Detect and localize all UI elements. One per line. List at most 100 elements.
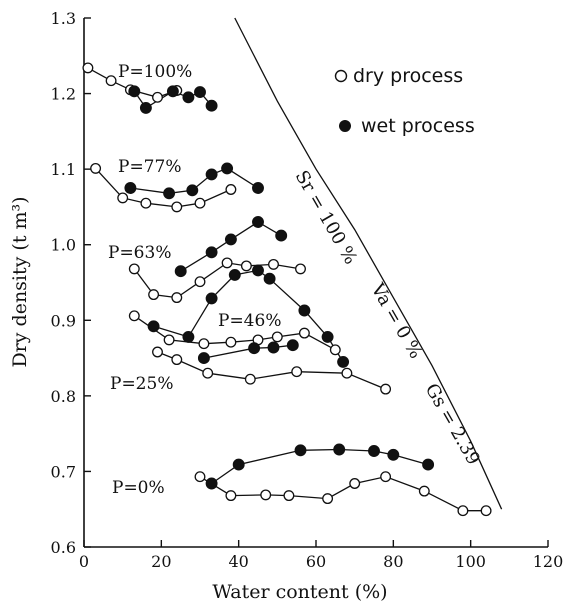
series-line-dry — [199, 476, 487, 512]
data-point-dry — [380, 471, 392, 483]
data-point-wet — [205, 168, 218, 181]
y-tick-label: 1.2 — [51, 85, 76, 104]
data-point-dry — [163, 334, 175, 346]
data-point-dry — [128, 310, 140, 322]
data-point-dry — [291, 366, 303, 378]
legend-dry-label: dry process — [353, 65, 463, 87]
data-point-wet — [252, 216, 264, 228]
y-tick-label: 0.9 — [51, 311, 76, 330]
x-axis-title: Water content (%) — [212, 581, 387, 603]
data-point-dry — [140, 197, 152, 209]
y-ticks: 0.6 0.7 0.8 0.9 1.0 1.1 1.2 1.3 — [51, 9, 91, 557]
data-point-dry — [171, 292, 183, 304]
data-point-dry — [225, 336, 237, 348]
data-point-wet — [252, 182, 264, 194]
data-point-wet — [186, 184, 199, 197]
label-p25: P=25% — [110, 374, 173, 394]
data-point-wet — [128, 85, 141, 98]
x-tick-label: 20 — [151, 552, 171, 571]
data-point-wet — [263, 272, 276, 285]
data-point-wet — [174, 265, 187, 278]
data-point-dry — [148, 289, 160, 301]
data-point-dry — [329, 344, 341, 356]
data-point-wet — [422, 458, 435, 471]
y-tick-label: 0.7 — [51, 462, 76, 481]
label-p77: P=77% — [118, 157, 181, 177]
data-point-wet — [182, 330, 195, 343]
legend-wet-marker — [339, 120, 351, 132]
label-p100: P=100% — [118, 62, 192, 82]
x-tick-label: 80 — [383, 552, 403, 571]
data-point-dry — [152, 346, 163, 358]
legend-dry-marker — [334, 69, 348, 83]
data-point-wet — [182, 91, 195, 104]
data-point-dry — [283, 490, 295, 502]
y-tick-label: 1.3 — [51, 9, 76, 28]
data-point-wet — [252, 264, 264, 277]
data-point-wet — [124, 182, 137, 194]
data-point-wet — [224, 233, 237, 246]
data-point-wet — [248, 342, 261, 355]
data-point-wet — [205, 99, 218, 112]
data-point-wet — [337, 355, 350, 368]
data-point-wet — [228, 268, 241, 281]
x-tick-label: 0 — [79, 552, 89, 571]
saturation-curve — [234, 17, 503, 510]
data-point-dry — [128, 263, 140, 275]
y-tick-label: 1.1 — [51, 160, 76, 179]
data-point-wet — [205, 477, 218, 490]
series-line-wet — [130, 167, 259, 194]
data-point-wet — [294, 444, 307, 457]
data-point-dry — [457, 505, 469, 517]
data-point-wet — [163, 187, 176, 200]
data-point-dry — [349, 478, 361, 489]
data-point-wet — [205, 292, 218, 305]
series-group — [82, 62, 492, 517]
data-point-dry — [225, 490, 237, 502]
data-point-wet — [298, 304, 311, 317]
data-point-dry — [298, 327, 310, 339]
data-point-dry — [90, 162, 102, 174]
label-va: Va = 0 % — [366, 279, 426, 362]
data-point-wet — [321, 330, 334, 343]
data-point-wet — [368, 445, 380, 457]
label-p0: P=0% — [112, 478, 165, 498]
data-point-wet — [286, 339, 299, 352]
data-point-dry — [194, 276, 206, 288]
data-point-wet — [275, 229, 288, 242]
data-point-dry — [117, 192, 129, 204]
data-point-dry — [152, 91, 163, 103]
data-point-dry — [221, 257, 233, 269]
data-point-wet — [205, 246, 218, 259]
data-point-dry — [105, 75, 117, 87]
data-point-dry — [244, 373, 256, 385]
data-point-dry — [260, 489, 272, 501]
label-p63: P=63% — [108, 243, 171, 263]
legend-wet-label: wet process — [361, 115, 475, 137]
data-point-dry — [295, 263, 306, 275]
data-point-dry — [171, 201, 183, 213]
data-point-dry — [171, 354, 183, 366]
x-tick-label: 120 — [533, 552, 564, 571]
data-point-wet — [387, 448, 400, 461]
y-axis-title: Dry density (t m³) — [9, 196, 31, 367]
data-point-dry — [202, 367, 214, 379]
data-point-dry — [418, 485, 430, 497]
label-sr: Sr = 100 % — [291, 167, 362, 268]
series-line-wet — [203, 344, 293, 359]
data-point-wet — [232, 458, 245, 471]
data-point-dry — [341, 367, 353, 379]
data-point-dry — [240, 260, 252, 272]
data-point-wet — [166, 85, 179, 98]
data-point-dry — [194, 197, 206, 209]
x-ticks: 0 20 40 60 80 100 120 — [79, 540, 563, 571]
y-tick-label: 0.8 — [51, 387, 76, 406]
data-point-dry — [271, 331, 283, 343]
data-point-wet — [221, 162, 234, 175]
data-point-wet — [139, 101, 152, 114]
data-point-wet — [333, 443, 346, 456]
data-point-dry — [82, 62, 94, 74]
data-point-dry — [268, 258, 279, 270]
series-line-dry — [95, 167, 232, 208]
